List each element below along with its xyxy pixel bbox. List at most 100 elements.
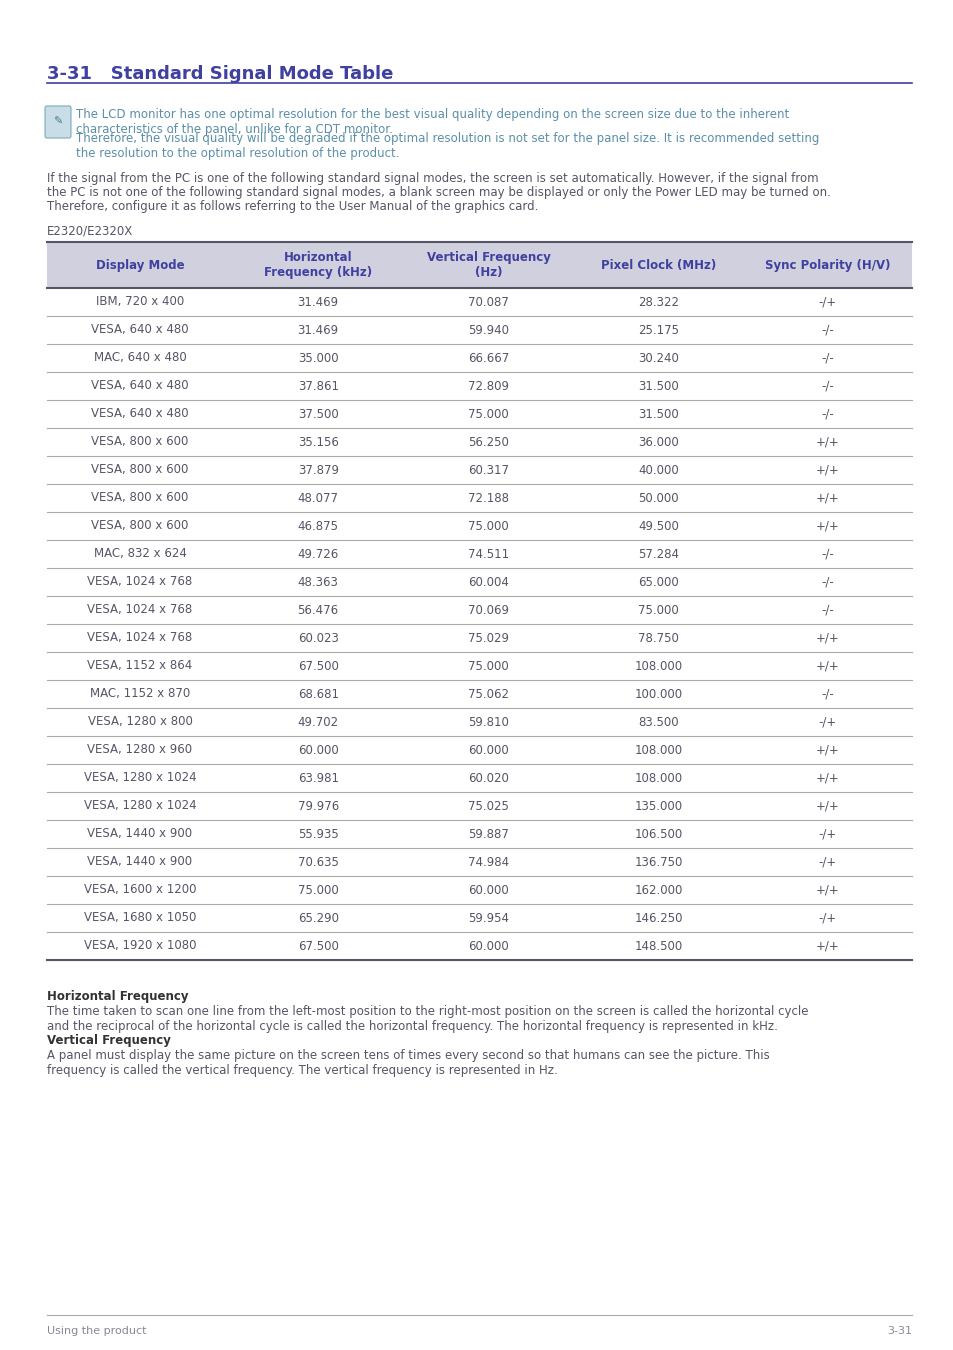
Text: VESA, 800 x 600: VESA, 800 x 600 xyxy=(91,463,189,477)
Text: 50.000: 50.000 xyxy=(638,491,679,505)
Text: MAC, 640 x 480: MAC, 640 x 480 xyxy=(93,351,186,364)
Text: 108.000: 108.000 xyxy=(634,771,682,784)
Text: 49.500: 49.500 xyxy=(638,520,679,532)
Text: 79.976: 79.976 xyxy=(297,799,338,813)
Text: 75.000: 75.000 xyxy=(468,520,508,532)
Text: 60.000: 60.000 xyxy=(468,883,508,896)
Text: 60.000: 60.000 xyxy=(297,744,338,756)
Text: E2320/E2320X: E2320/E2320X xyxy=(47,224,133,238)
Text: 136.750: 136.750 xyxy=(634,856,682,868)
Text: 46.875: 46.875 xyxy=(297,520,338,532)
Text: VESA, 640 x 480: VESA, 640 x 480 xyxy=(91,324,189,336)
Text: The time taken to scan one line from the left-most position to the right-most po: The time taken to scan one line from the… xyxy=(47,1004,807,1033)
Text: 31.469: 31.469 xyxy=(297,324,338,336)
Text: 66.667: 66.667 xyxy=(468,351,509,364)
Text: 75.000: 75.000 xyxy=(468,408,508,420)
Text: VESA, 1280 x 800: VESA, 1280 x 800 xyxy=(88,716,193,729)
Text: VESA, 1280 x 1024: VESA, 1280 x 1024 xyxy=(84,799,196,813)
Text: 70.069: 70.069 xyxy=(468,603,509,617)
Text: 146.250: 146.250 xyxy=(634,911,682,925)
Text: 48.363: 48.363 xyxy=(297,575,338,589)
Bar xyxy=(47,428,911,456)
Text: +/+: +/+ xyxy=(815,463,839,477)
Text: +/+: +/+ xyxy=(815,940,839,953)
Text: Therefore, configure it as follows referring to the User Manual of the graphics : Therefore, configure it as follows refer… xyxy=(47,200,537,213)
Text: 25.175: 25.175 xyxy=(638,324,679,336)
Text: 59.887: 59.887 xyxy=(468,828,509,841)
Text: Horizontal
Frequency (kHz): Horizontal Frequency (kHz) xyxy=(264,251,372,279)
Text: VESA, 800 x 600: VESA, 800 x 600 xyxy=(91,520,189,532)
Text: 72.809: 72.809 xyxy=(468,379,509,393)
Text: MAC, 832 x 624: MAC, 832 x 624 xyxy=(93,548,186,560)
Text: -/+: -/+ xyxy=(818,296,836,309)
Text: 31.469: 31.469 xyxy=(297,296,338,309)
Bar xyxy=(47,707,911,736)
Text: +/+: +/+ xyxy=(815,883,839,896)
Text: 55.935: 55.935 xyxy=(297,828,338,841)
Text: 59.810: 59.810 xyxy=(468,716,509,729)
Text: VESA, 1280 x 1024: VESA, 1280 x 1024 xyxy=(84,771,196,784)
Text: 49.726: 49.726 xyxy=(297,548,338,560)
Text: 3-31   Standard Signal Mode Table: 3-31 Standard Signal Mode Table xyxy=(47,65,393,82)
Text: VESA, 1440 x 900: VESA, 1440 x 900 xyxy=(88,828,193,841)
Text: +/+: +/+ xyxy=(815,771,839,784)
Bar xyxy=(47,456,911,485)
Text: Therefore, the visual quality will be degraded if the optimal resolution is not : Therefore, the visual quality will be de… xyxy=(76,132,819,161)
Bar xyxy=(47,819,911,848)
Text: 70.087: 70.087 xyxy=(468,296,509,309)
Text: 37.500: 37.500 xyxy=(297,408,338,420)
Text: Horizontal Frequency: Horizontal Frequency xyxy=(47,990,189,1003)
Text: -/-: -/- xyxy=(821,687,833,701)
Bar xyxy=(47,764,911,792)
Text: 148.500: 148.500 xyxy=(634,940,682,953)
Text: MAC, 1152 x 870: MAC, 1152 x 870 xyxy=(90,687,190,701)
Text: 37.861: 37.861 xyxy=(297,379,338,393)
Text: +/+: +/+ xyxy=(815,660,839,672)
Text: VESA, 1024 x 768: VESA, 1024 x 768 xyxy=(88,575,193,589)
Bar xyxy=(47,485,911,512)
Text: VESA, 800 x 600: VESA, 800 x 600 xyxy=(91,436,189,448)
Bar xyxy=(47,624,911,652)
Text: Using the product: Using the product xyxy=(47,1326,147,1336)
Text: 65.290: 65.290 xyxy=(297,911,338,925)
Text: 68.681: 68.681 xyxy=(297,687,338,701)
Text: 74.511: 74.511 xyxy=(468,548,509,560)
Text: 35.000: 35.000 xyxy=(297,351,338,364)
Bar xyxy=(47,792,911,819)
Text: 40.000: 40.000 xyxy=(638,463,679,477)
Text: 48.077: 48.077 xyxy=(297,491,338,505)
Text: VESA, 1152 x 864: VESA, 1152 x 864 xyxy=(88,660,193,672)
Text: 63.981: 63.981 xyxy=(297,771,338,784)
Text: -/-: -/- xyxy=(821,379,833,393)
Text: The LCD monitor has one optimal resolution for the best visual quality depending: The LCD monitor has one optimal resoluti… xyxy=(76,108,788,136)
Bar xyxy=(47,540,911,568)
Bar xyxy=(47,904,911,931)
Text: IBM, 720 x 400: IBM, 720 x 400 xyxy=(95,296,184,309)
Text: 59.954: 59.954 xyxy=(468,911,509,925)
Text: Sync Polarity (H/V): Sync Polarity (H/V) xyxy=(764,258,889,271)
Text: 3-31: 3-31 xyxy=(886,1326,911,1336)
Text: VESA, 640 x 480: VESA, 640 x 480 xyxy=(91,379,189,393)
Text: -/+: -/+ xyxy=(818,911,836,925)
Text: 83.500: 83.500 xyxy=(638,716,679,729)
Text: 67.500: 67.500 xyxy=(297,660,338,672)
Text: VESA, 1920 x 1080: VESA, 1920 x 1080 xyxy=(84,940,196,953)
Bar xyxy=(47,373,911,400)
Text: 106.500: 106.500 xyxy=(634,828,682,841)
Text: -/-: -/- xyxy=(821,548,833,560)
Bar xyxy=(47,876,911,904)
Bar xyxy=(47,316,911,344)
Bar xyxy=(47,595,911,624)
Text: 75.025: 75.025 xyxy=(468,799,509,813)
Text: A panel must display the same picture on the screen tens of times every second s: A panel must display the same picture on… xyxy=(47,1049,769,1077)
Text: 35.156: 35.156 xyxy=(297,436,338,448)
Text: 75.000: 75.000 xyxy=(468,660,508,672)
Text: VESA, 640 x 480: VESA, 640 x 480 xyxy=(91,408,189,420)
Text: 60.000: 60.000 xyxy=(468,744,508,756)
Text: 49.702: 49.702 xyxy=(297,716,338,729)
Text: 65.000: 65.000 xyxy=(638,575,679,589)
Bar xyxy=(47,931,911,960)
Text: 56.250: 56.250 xyxy=(468,436,509,448)
Text: -/+: -/+ xyxy=(818,856,836,868)
Text: 60.020: 60.020 xyxy=(468,771,509,784)
